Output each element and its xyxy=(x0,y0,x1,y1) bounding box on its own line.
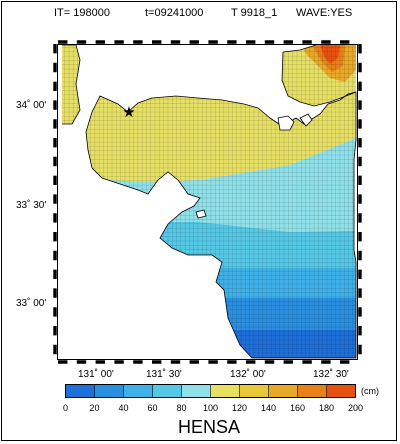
colorbar-tick-label: 100 xyxy=(203,403,218,413)
colorbar-unit: (cm) xyxy=(361,386,379,396)
wave-label: WAVE:YES xyxy=(296,7,353,19)
lat-label-34-00: 34˚ 00' xyxy=(16,99,46,111)
colorbar-tick-label: 0 xyxy=(63,403,68,413)
axis-scale-bars xyxy=(53,40,362,364)
lon-label-132-30: 132˚ 30' xyxy=(313,368,349,380)
colorbar-title: HENSA xyxy=(178,417,240,437)
lon-label-132-00: 132˚ 00' xyxy=(230,368,266,380)
colorbar-tick-label: 180 xyxy=(319,403,334,413)
colorbar-segment xyxy=(210,384,240,398)
islands xyxy=(195,113,313,219)
coastline xyxy=(62,44,357,359)
colorbar-tick-label: 200 xyxy=(348,403,363,413)
colorbar-segment xyxy=(297,384,327,398)
colorbar-tick-label: 80 xyxy=(176,403,186,413)
colorbar-tick-label: 140 xyxy=(261,403,276,413)
colorbar-segment xyxy=(123,384,153,398)
colorbar xyxy=(65,384,356,398)
lat-label-33-00: 33˚ 00' xyxy=(16,297,46,309)
lon-label-131-30: 131˚ 30' xyxy=(146,368,182,380)
colorbar-segment xyxy=(326,384,356,398)
colorbar-segment xyxy=(94,384,124,398)
colorbar-segment xyxy=(65,384,95,398)
colorbar-tick-label: 20 xyxy=(89,403,99,413)
colorbar-tick-label: 160 xyxy=(290,403,305,413)
colorbar-border xyxy=(65,384,356,398)
colorbar-tick-label: 40 xyxy=(118,403,128,413)
colorbar-ticks: 0 20 40 60 80 100 120 140 160 180 200 xyxy=(63,403,363,413)
colorbar-tick-label: 60 xyxy=(147,403,157,413)
lon-label-131-00: 131˚ 00' xyxy=(78,368,114,380)
sea-surface xyxy=(62,45,356,358)
colorbar-segment xyxy=(152,384,182,398)
time-label: t=09241000 xyxy=(145,7,204,19)
colorbar-segment xyxy=(239,384,269,398)
colorbar-tick-label: 120 xyxy=(232,403,247,413)
iteration-label: IT= 198000 xyxy=(54,7,110,19)
colorbar-segment xyxy=(268,384,298,398)
station-star-icon: ★ xyxy=(122,104,135,121)
lat-label-33-30: 33˚ 30' xyxy=(16,199,46,211)
map-border xyxy=(57,44,358,360)
colorbar-segment xyxy=(181,384,211,398)
run-id-label: T 9918_1 xyxy=(231,7,278,19)
